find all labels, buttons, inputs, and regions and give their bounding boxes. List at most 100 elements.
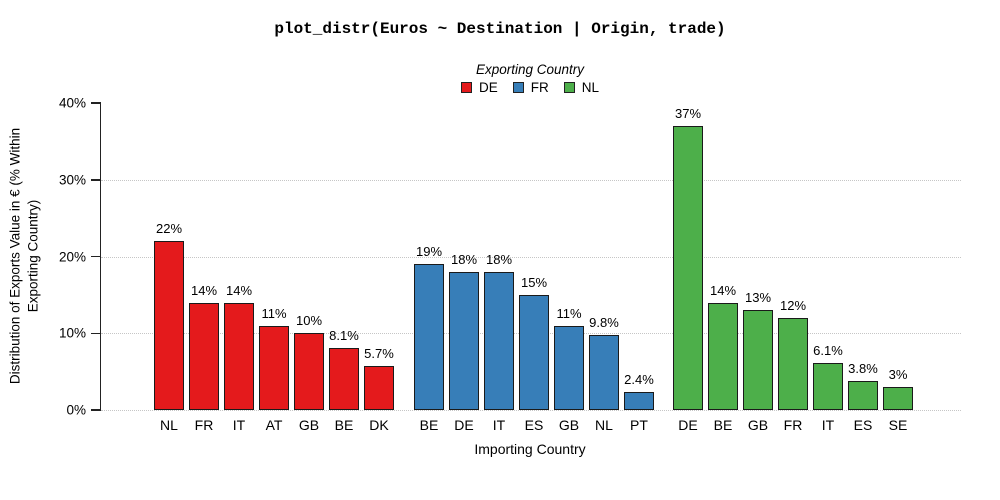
bar-column: 15% ES [519,103,549,433]
bar [554,325,584,410]
bar [708,302,738,410]
bar-value-label: 3.8% [848,360,878,376]
bar [224,302,254,410]
bar-column: 22% NL [154,103,184,433]
legend-label: DE [478,80,498,95]
bar-column: 13% GB [743,103,773,433]
bar-value-label: 19% [415,244,443,260]
x-axis-title: Importing Country [474,441,586,457]
bar-value-label: 37% [674,106,702,122]
y-tick-mark [91,179,101,181]
legend: Exporting Country DE FR NL [100,62,960,95]
bar-column: 12% FR [778,103,808,433]
legend-swatch-fr [512,82,524,93]
y-tick-mark [91,255,101,258]
bar [624,391,654,410]
legend-title: Exporting Country [475,62,585,77]
bar-value-label: 14% [225,282,253,298]
legend-label: FR [530,80,549,95]
x-tick-label: GB [558,417,580,433]
bar-value-label: 22% [155,221,183,237]
bar-value-label: 10% [295,313,323,329]
bar-column: 37% DE [673,103,703,433]
bar-value-label: 18% [450,251,478,267]
bar [743,310,773,410]
x-tick-label: DE [678,417,698,433]
x-tick-label: IT [821,417,835,433]
plot-area: 0% 10% 20% 30% 40% 22% NL 14% FR 14% IT 11% AT 10% GB 8… [59,96,961,433]
bar-value-label: 13% [744,290,772,306]
y-tick-mark [91,102,101,104]
legend-label: NL [581,80,600,95]
y-tick-label: 30% [58,172,86,188]
legend-swatch-nl [563,82,575,93]
x-tick-label: FR [194,417,214,433]
x-tick-label: IT [492,417,506,433]
gridline [101,410,961,411]
bar [154,241,184,410]
bar [329,347,359,410]
y-tick-label: 40% [58,95,86,111]
x-tick-label: NL [160,417,178,433]
bar-column: 14% FR [189,103,219,433]
bar-column: 18% IT [484,103,514,433]
bar-column: 9.8% NL [589,103,619,433]
x-tick-label: BE [713,417,733,433]
bar [414,264,444,410]
y-axis-title: Distribution of Exports Value in € (% Wi… [6,128,41,384]
x-tick-label: PT [630,417,648,433]
x-tick-label: FR [783,417,803,433]
x-tick-label: DE [454,417,474,433]
bar [294,333,324,410]
bar-column: 5.7% DK [364,103,394,433]
bar-value-label: 11% [261,305,287,321]
bar [259,325,289,410]
x-tick-label: IT [232,417,246,433]
bar-column: 2.4% PT [624,103,654,433]
x-tick-label: DK [369,417,389,433]
chart-title: plot_distr(Euros ~ Destination | Origin,… [274,20,726,38]
bar [364,366,394,410]
bar-group-fr: 19% BE 18% DE 18% IT 15% ES 11% GB 9.8% NL 2.4% PT [414,103,654,433]
bar-group-de: 22% NL 14% FR 14% IT 11% AT 10% GB 8.1% BE 5.7% DK [154,103,394,433]
bar-value-label: 3% [888,366,908,382]
legend-item-fr: FR [512,80,549,95]
bar-value-label: 14% [190,282,218,298]
x-tick-label: ES [853,417,873,433]
y-axis-title-line2: Exporting Country) [25,199,40,313]
bar-group-nl: 37% DE 14% BE 13% GB 12% FR 6.1% IT 3.8% ES 3% SE [673,103,913,433]
bar-value-label: 2.4% [624,371,654,387]
bar [189,302,219,410]
bar [484,271,514,410]
bar-column: 3.8% ES [848,103,878,433]
bar-value-label: 9.8% [589,314,619,330]
y-axis-title-line1: Distribution of Exports Value in € (% Wi… [7,127,23,385]
bar-value-label: 6.1% [813,343,843,359]
bar-value-label: 18% [485,251,513,267]
bar-value-label: 5.7% [364,346,394,362]
bar-column: 14% IT [224,103,254,433]
bar [883,386,913,410]
x-tick-label: NL [595,417,613,433]
y-tick-label: 20% [58,249,86,264]
legend-item-de: DE [460,80,498,95]
gridline [101,179,961,181]
y-tick-label: 10% [58,325,86,341]
bar [813,363,843,410]
bar-column: 14% BE [708,103,738,433]
bar [449,271,479,410]
bar-column: 11% GB [554,103,584,433]
bar [778,317,808,410]
bar-column: 8.1% BE [329,103,359,433]
x-tick-label: GB [298,417,320,433]
bar-column: 3% SE [883,103,913,433]
bar-column: 11% AT [259,103,289,433]
y-tick-label: 0% [66,402,86,418]
bar-value-label: 14% [709,282,737,298]
x-tick-label: BE [334,417,354,433]
bar-column: 6.1% IT [813,103,843,433]
legend-items: DE FR NL [100,80,960,95]
legend-item-nl: NL [563,80,600,95]
bar-column: 18% DE [449,103,479,433]
